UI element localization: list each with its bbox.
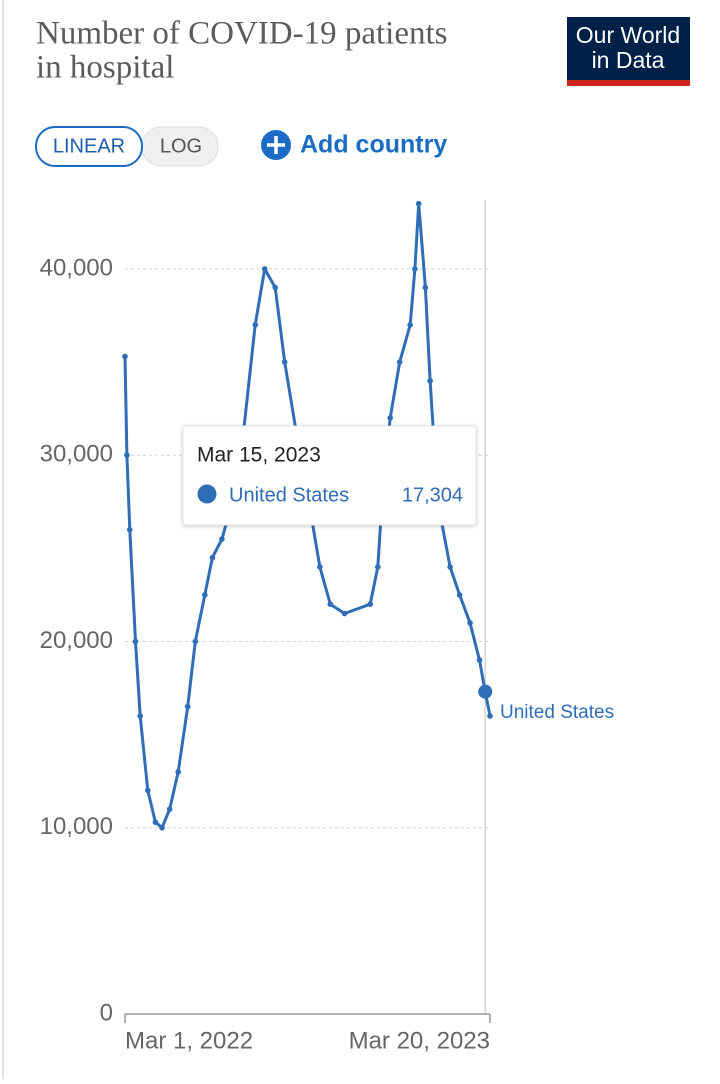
data-point [456, 592, 463, 598]
data-point [202, 592, 208, 598]
x-tick-label: Mar 1, 2022 [125, 1027, 253, 1054]
tooltip-series: United States [229, 484, 349, 506]
data-point [166, 806, 173, 812]
data-point [427, 377, 433, 384]
add-country-button[interactable]: Add country [300, 131, 447, 159]
data-point [387, 415, 393, 421]
log-button[interactable]: LOG [160, 135, 202, 157]
data-point [476, 657, 483, 663]
linear-button[interactable]: LINEAR [53, 135, 125, 157]
data-point [396, 359, 403, 365]
data-point [209, 554, 216, 561]
data-point [487, 713, 493, 719]
series-end-label: United States [500, 702, 614, 723]
data-point [327, 601, 334, 608]
y-tick-label: 20,000 [40, 627, 113, 654]
data-point [159, 824, 165, 831]
data-point [412, 266, 418, 272]
y-tick-label: 0 [100, 999, 113, 1026]
y-tick-label: 40,000 [40, 254, 113, 281]
data-point [467, 620, 473, 626]
data-point [375, 564, 381, 570]
y-tick-label: 10,000 [40, 813, 113, 840]
data-point [184, 703, 191, 710]
data-point [175, 769, 182, 775]
data-point [219, 536, 225, 542]
logo-bar [567, 80, 690, 86]
data-point [317, 564, 323, 570]
hover-point [478, 684, 493, 699]
data-point [341, 610, 348, 617]
chart-title-line: in hospital [36, 50, 174, 86]
data-point [261, 266, 268, 272]
tooltip-date: Mar 15, 2023 [197, 444, 321, 467]
data-point [145, 787, 151, 794]
y-tick-label: 30,000 [40, 441, 113, 468]
scale-toggle[interactable]: LINEAR LOG [35, 126, 219, 167]
x-tick-label: Mar 20, 2023 [349, 1027, 490, 1054]
data-point [272, 284, 278, 291]
data-point [122, 353, 128, 360]
add-icon-plus [267, 136, 285, 154]
logo-text: in Data [592, 47, 665, 73]
data-point [132, 638, 139, 645]
data-point [447, 564, 453, 570]
data-point [192, 638, 199, 645]
data-point [415, 200, 422, 207]
logo[interactable]: Our World in Data [567, 17, 690, 86]
linear-button-bg[interactable] [35, 126, 143, 167]
chart-title-line: Number of COVID-19 patients [36, 16, 448, 52]
data-point [252, 322, 259, 328]
tooltip-swatch [197, 484, 217, 504]
data-point [367, 601, 374, 608]
logo-text: Our World [576, 22, 680, 48]
data-point [124, 452, 130, 458]
tooltip: Mar 15, 2023 United States 17,304 [182, 425, 477, 526]
data-point [407, 322, 413, 328]
data-point [281, 359, 288, 365]
data-point [422, 284, 429, 291]
data-point [126, 526, 133, 533]
logo-box [567, 17, 690, 81]
tooltip-value: 17,304 [402, 484, 463, 506]
add-country[interactable]: Add country [261, 130, 447, 160]
data-point [152, 819, 159, 825]
data-point [137, 713, 144, 719]
tooltip-box [182, 425, 477, 526]
